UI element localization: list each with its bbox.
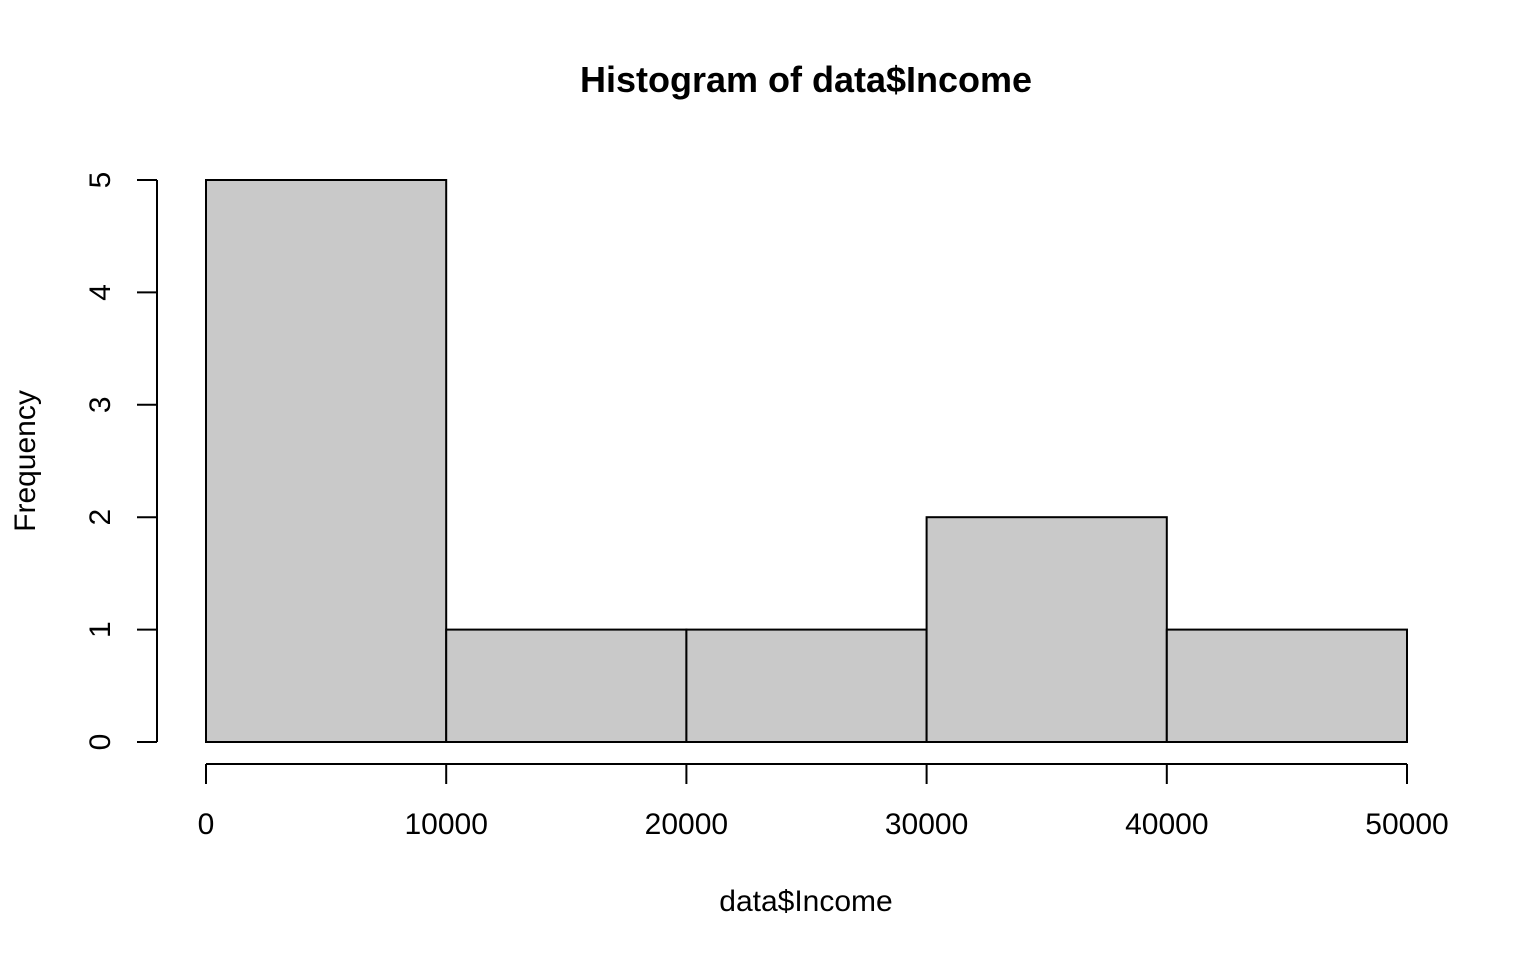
- chart-title: Histogram of data$Income: [580, 59, 1032, 100]
- histogram-bar-3: [685, 628, 928, 743]
- x-axis: 0 10000 20000 30000 40000 50000: [198, 763, 1449, 841]
- histogram-bar-4: [925, 516, 1168, 744]
- y-tick-label: 1: [84, 621, 117, 638]
- x-tick-label: 10000: [404, 808, 487, 841]
- x-tick-label: 0: [198, 808, 215, 841]
- y-tick-label: 5: [84, 172, 117, 189]
- histogram-bar-1: [205, 179, 448, 743]
- x-tick-label: 50000: [1365, 808, 1448, 841]
- x-tick-label: 40000: [1125, 808, 1208, 841]
- y-tick-label: 4: [84, 284, 117, 301]
- x-tick-label: 30000: [885, 808, 968, 841]
- y-tick-label: 2: [84, 509, 117, 526]
- x-tick-label: 20000: [645, 808, 728, 841]
- y-axis-label: Frequency: [9, 390, 42, 532]
- y-axis: 0 1 2 3 4 5: [84, 172, 158, 751]
- bars-layer: [205, 179, 1409, 744]
- histogram-bar-5: [1165, 628, 1409, 743]
- x-axis-label: data$Income: [719, 885, 892, 918]
- histogram-bar-2: [445, 628, 688, 743]
- y-tick-label: 0: [84, 734, 117, 751]
- y-tick-label: 3: [84, 396, 117, 413]
